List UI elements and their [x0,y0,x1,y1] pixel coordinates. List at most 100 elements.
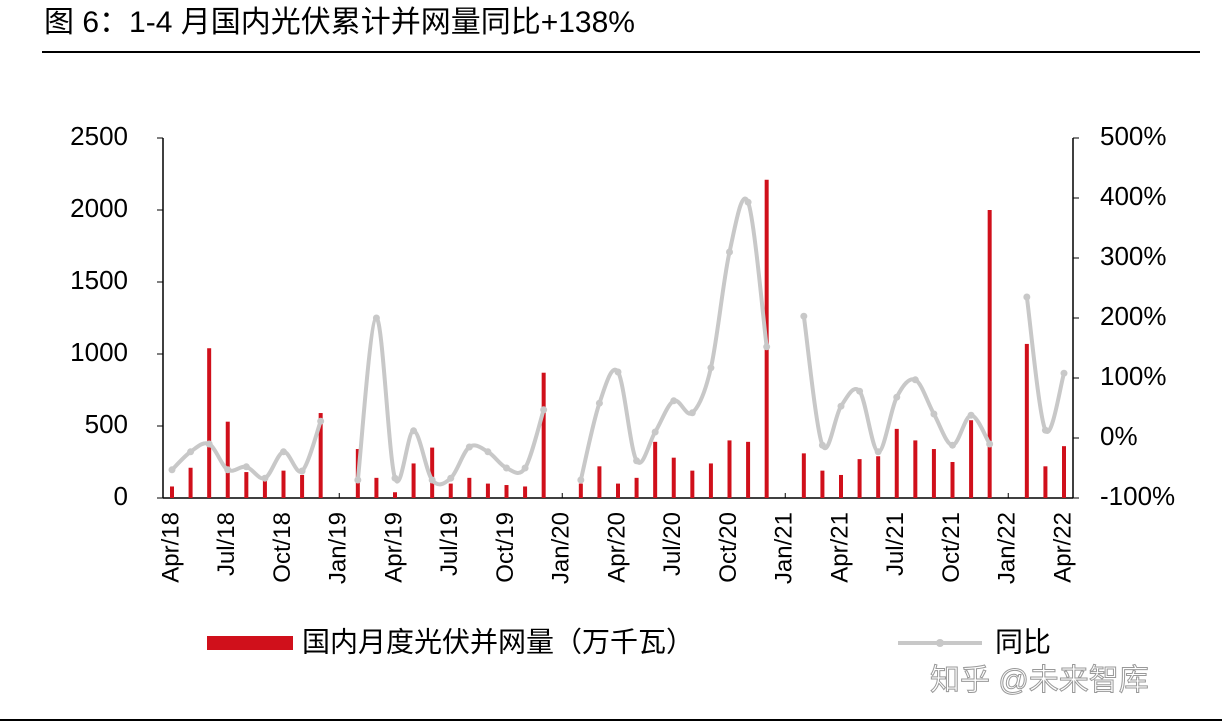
x-tick-label: Jan/20 [548,512,575,584]
bar [430,447,435,498]
bar [801,453,806,498]
line-marker [800,312,808,320]
line-marker [651,428,659,436]
y2-tick-label: 300% [1100,241,1167,271]
y-tick-label: 500 [85,409,128,439]
line-marker [949,441,956,449]
line-marker [874,448,882,456]
bar [931,449,936,498]
bar [318,413,323,498]
x-tick-label: Jul/21 [882,512,909,576]
y2-tick-label: 100% [1100,361,1167,391]
bar [244,472,249,498]
bar [393,492,397,498]
bar [857,459,862,498]
x-tick-label: Jan/21 [771,512,798,584]
bar [876,456,881,498]
x-tick-label: Jul/19 [436,512,463,576]
line-marker [893,393,901,401]
bar [1043,466,1048,498]
x-tick-label: Apr/18 [157,512,184,583]
line-marker [707,364,715,372]
legend-label: 国内月度光伏并网量（万千瓦） [302,626,694,657]
bar [894,428,899,498]
line-marker [763,343,771,351]
bar [987,210,992,498]
bar [913,440,918,498]
line-marker [670,397,678,405]
y-tick-label: 0 [114,481,128,511]
x-tick-label: Apr/21 [826,512,853,583]
line-marker [187,448,195,456]
line-marker [1023,293,1031,301]
bar [634,477,639,498]
line-marker [280,448,287,456]
bar [170,486,174,498]
line-marker [372,314,380,322]
line-marker [1060,369,1068,377]
line-marker [595,399,603,407]
legend-swatch [207,636,293,650]
line-marker [726,248,733,256]
y2-tick-label: -100% [1100,481,1175,511]
bar [262,479,267,498]
line-marker [818,441,826,449]
line-marker [410,427,418,435]
line-marker [354,476,362,484]
line-marker [391,474,399,482]
line-marker [633,457,641,465]
x-tick-label: Apr/20 [603,512,630,583]
x-tick-label: Jul/20 [659,512,686,576]
line-marker [744,198,752,206]
x-tick-label: Jan/22 [994,512,1021,584]
bar [746,441,751,498]
bar [467,477,472,498]
legend-marker [936,639,944,647]
line-marker [503,464,510,472]
x-tick-label: Oct/21 [938,512,965,583]
line-marker [465,443,473,451]
line-marker [242,463,250,471]
bar [374,477,379,498]
y2-tick-label: 500% [1100,121,1167,151]
line-marker [911,376,919,384]
bar [820,470,825,498]
line-marker [298,467,306,475]
x-tick-label: Oct/20 [715,512,742,583]
line-marker [521,464,529,472]
bar [839,474,843,498]
line-marker [986,440,994,448]
y-tick-label: 1500 [70,265,128,295]
legend-label: 同比 [995,626,1051,657]
bar [523,486,528,498]
line-marker [317,417,325,425]
watermark: 知乎 @未来智库 [930,664,1149,697]
bar [708,463,713,498]
bar [616,483,620,498]
line-marker [967,411,975,419]
line-marker [168,466,176,474]
x-tick-label: Jul/18 [213,512,240,576]
line-marker [577,476,585,484]
line-marker [224,466,232,474]
bar [1062,446,1066,498]
line [578,196,769,481]
x-tick-label: Oct/19 [492,512,519,583]
line-marker [447,474,455,482]
bar [727,440,732,498]
bar [690,470,695,498]
bar [541,372,546,498]
line-marker [205,440,213,448]
y-tick-label: 1000 [70,337,128,367]
bar [1024,343,1029,498]
bar [225,421,230,498]
line-marker [930,410,938,418]
line-marker [688,409,696,417]
bar [578,483,583,498]
bar [504,485,509,498]
bar [188,467,193,498]
line [355,315,546,487]
line-marker [1041,426,1049,434]
chart-title: 图 6：1-4 月国内光伏累计并网量同比+138% [44,6,635,39]
